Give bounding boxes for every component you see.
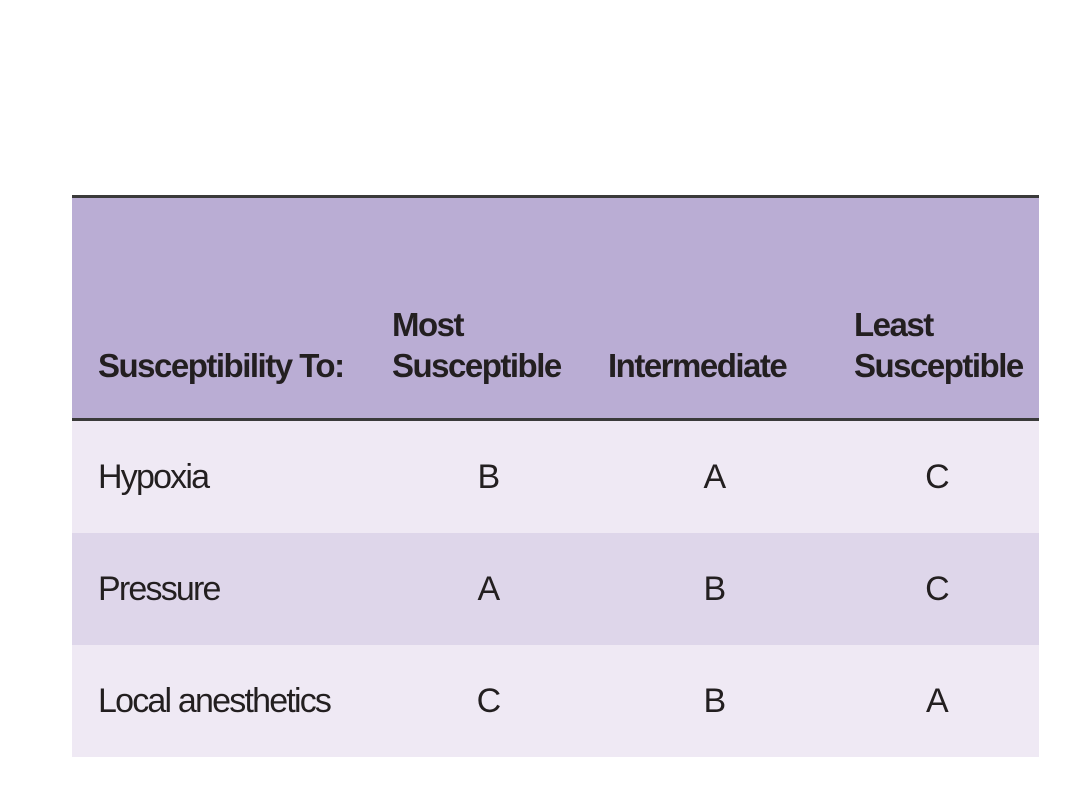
cell-least: C bbox=[925, 569, 950, 608]
row-label: Hypoxia bbox=[98, 457, 210, 496]
row-label: Pressure bbox=[98, 569, 221, 608]
cell-intermediate: B bbox=[703, 569, 727, 608]
table-body: Hypoxia B A C Pressure A B C Local anest… bbox=[72, 419, 1039, 757]
cell-most: C bbox=[476, 681, 502, 720]
cell-intermediate: A bbox=[703, 457, 727, 496]
table-row: Pressure A B C bbox=[72, 533, 1039, 645]
table-row: Hypoxia B A C bbox=[72, 419, 1039, 533]
row-label: Local anesthetics bbox=[98, 681, 332, 720]
susceptibility-table-container: Susceptibility To: Most Susceptible Inte… bbox=[72, 195, 1039, 757]
table-header: Susceptibility To: Most Susceptible Inte… bbox=[72, 195, 1039, 421]
cell-least: A bbox=[926, 681, 949, 720]
cell-least: C bbox=[925, 457, 950, 496]
header-row: Susceptibility To: Most Susceptible Inte… bbox=[72, 195, 1039, 421]
header-most-susceptible: Most Susceptible bbox=[382, 195, 594, 421]
cell-intermediate: B bbox=[703, 681, 727, 720]
header-susceptibility-to: Susceptibility To: bbox=[72, 195, 382, 421]
cell-most: B bbox=[477, 457, 501, 496]
header-least-susceptible: Least Susceptible bbox=[834, 195, 1039, 421]
table-row: Local anesthetics C B A bbox=[72, 645, 1039, 757]
cell-most: A bbox=[477, 569, 501, 608]
header-intermediate: Intermediate bbox=[594, 195, 834, 421]
susceptibility-table: Susceptibility To: Most Susceptible Inte… bbox=[72, 195, 1039, 757]
